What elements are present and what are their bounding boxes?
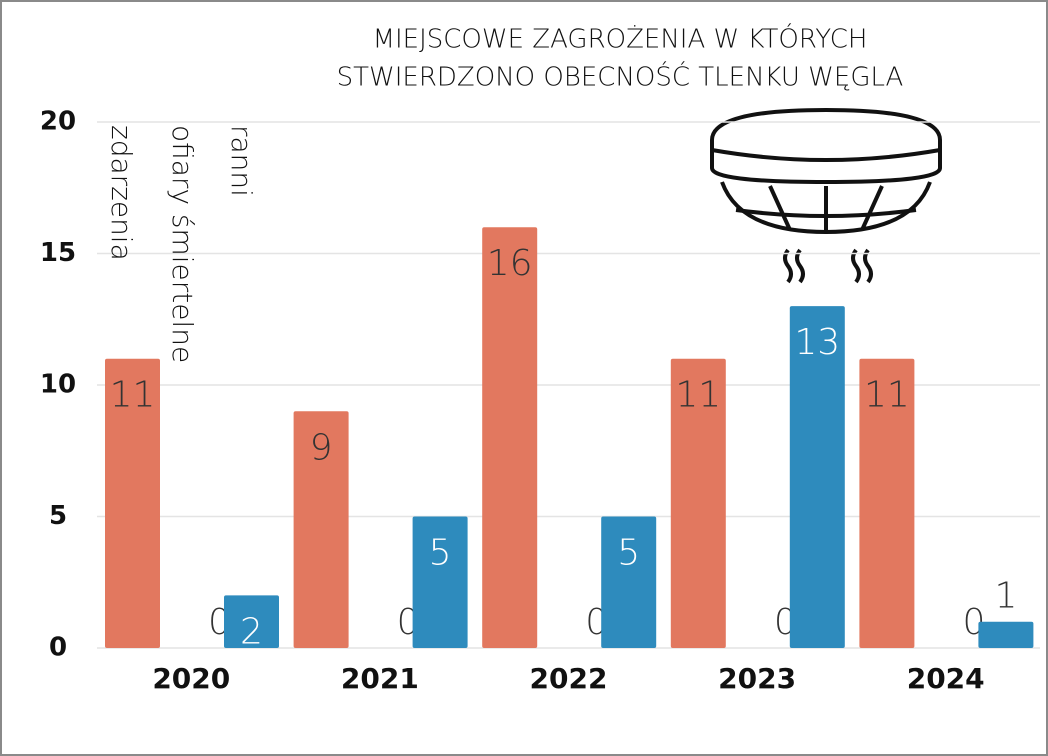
- legend-entry: ofiary śmiertelne: [166, 125, 199, 363]
- data-label: 5: [429, 533, 452, 574]
- legend-entry: zdarzenia: [105, 125, 138, 261]
- chart-title: MIEJSCOWE ZAGROŻENIA W KTÓRYCH: [373, 23, 868, 55]
- bar: [482, 227, 537, 648]
- data-label: 11: [110, 375, 156, 416]
- x-tick-label: 2023: [718, 662, 796, 695]
- data-label: 2: [240, 611, 263, 652]
- y-tick-label: 0: [49, 633, 67, 663]
- data-label: 11: [864, 375, 910, 416]
- data-label: 1: [994, 576, 1017, 617]
- data-label: 16: [487, 243, 533, 284]
- y-tick-label: 10: [40, 370, 76, 400]
- data-label: 5: [617, 533, 640, 574]
- data-label: 11: [675, 375, 721, 416]
- x-tick-label: 2024: [907, 662, 985, 695]
- y-tick-label: 15: [40, 238, 76, 268]
- y-tick-label: 5: [49, 501, 67, 531]
- legend-entry: ranni: [225, 125, 258, 197]
- y-tick-label: 20: [40, 107, 76, 137]
- chart: MIEJSCOWE ZAGROŻENIA W KTÓRYCH STWIERDZO…: [0, 0, 1048, 756]
- x-tick-label: 2021: [341, 662, 419, 695]
- data-label: 9: [310, 427, 333, 468]
- data-label: 13: [794, 322, 840, 363]
- chart-title: STWIERDZONO OBECNOŚĆ TLENKU WĘGLA: [337, 61, 904, 93]
- x-tick-label: 2022: [530, 662, 608, 695]
- x-tick-label: 2020: [152, 662, 230, 695]
- bar: [978, 622, 1033, 648]
